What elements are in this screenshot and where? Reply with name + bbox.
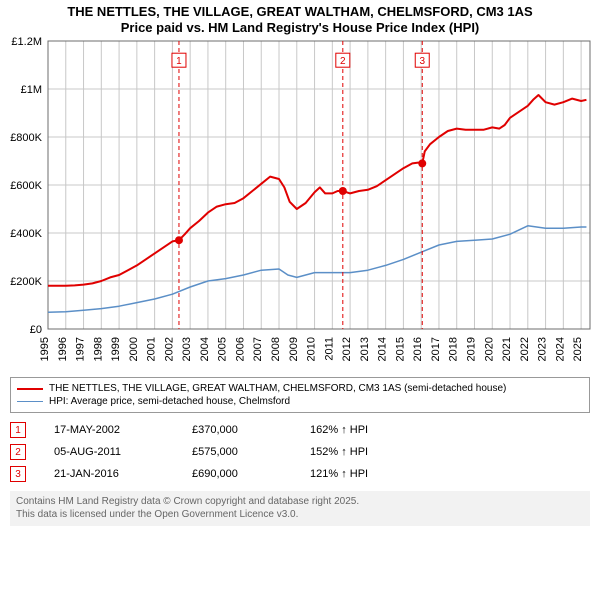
svg-text:2024: 2024 <box>554 337 566 361</box>
svg-text:2010: 2010 <box>306 337 318 361</box>
sale-pct: 162% ↑ HPI <box>310 424 368 436</box>
svg-text:2012: 2012 <box>341 337 353 361</box>
svg-text:£800K: £800K <box>10 132 42 144</box>
svg-text:1999: 1999 <box>110 337 122 361</box>
svg-text:2018: 2018 <box>448 337 460 361</box>
legend-swatch <box>17 388 43 390</box>
legend-row: HPI: Average price, semi-detached house,… <box>17 395 583 408</box>
sale-price: £575,000 <box>192 446 282 458</box>
svg-text:2021: 2021 <box>501 337 513 361</box>
sale-pct: 152% ↑ HPI <box>310 446 368 458</box>
sale-price: £690,000 <box>192 468 282 480</box>
legend-label: THE NETTLES, THE VILLAGE, GREAT WALTHAM,… <box>49 383 506 394</box>
svg-text:2023: 2023 <box>537 337 549 361</box>
svg-text:2014: 2014 <box>377 337 389 361</box>
svg-text:£1.2M: £1.2M <box>11 36 42 48</box>
title-line-2: Price paid vs. HM Land Registry's House … <box>0 20 600 36</box>
svg-text:1995: 1995 <box>39 337 51 361</box>
sales-table: 1 17-MAY-2002 £370,000 162% ↑ HPI 2 05-AUG-20… <box>10 419 590 485</box>
svg-text:£0: £0 <box>30 324 42 336</box>
chart-title: THE NETTLES, THE VILLAGE, GREAT WALTHAM,… <box>0 0 600 35</box>
legend-swatch <box>17 401 43 402</box>
price-chart: £0 £200K £400K £600K £800K £1M £1.2M 1995 1996 19… <box>0 35 600 373</box>
svg-text:2008: 2008 <box>270 337 282 361</box>
svg-text:1: 1 <box>176 56 182 67</box>
sale-pct: 121% ↑ HPI <box>310 468 368 480</box>
sales-row: 3 21-JAN-2016 £690,000 121% ↑ HPI <box>10 463 590 485</box>
svg-text:2011: 2011 <box>323 337 335 361</box>
legend: THE NETTLES, THE VILLAGE, GREAT WALTHAM,… <box>10 377 590 413</box>
svg-text:2002: 2002 <box>163 337 175 361</box>
svg-text:2022: 2022 <box>519 337 531 361</box>
svg-text:2007: 2007 <box>252 337 264 361</box>
sale-date: 17-MAY-2002 <box>54 424 164 436</box>
footer-note: Contains HM Land Registry data © Crown c… <box>10 491 590 526</box>
svg-text:2013: 2013 <box>359 337 371 361</box>
footer-line-1: Contains HM Land Registry data © Crown c… <box>16 496 584 509</box>
svg-text:2017: 2017 <box>430 337 442 361</box>
svg-text:2016: 2016 <box>412 337 424 361</box>
svg-text:2015: 2015 <box>394 337 406 361</box>
footer-line-2: This data is licensed under the Open Gov… <box>16 509 584 522</box>
page: THE NETTLES, THE VILLAGE, GREAT WALTHAM,… <box>0 0 600 590</box>
sale-date: 21-JAN-2016 <box>54 468 164 480</box>
legend-label: HPI: Average price, semi-detached house,… <box>49 396 290 407</box>
sale-badge: 3 <box>10 466 26 482</box>
svg-text:2: 2 <box>340 56 346 67</box>
svg-text:2006: 2006 <box>234 337 246 361</box>
sale-badge: 1 <box>10 422 26 438</box>
svg-text:£600K: £600K <box>10 180 42 192</box>
sale-date: 05-AUG-2011 <box>54 446 164 458</box>
svg-text:2020: 2020 <box>483 337 495 361</box>
svg-text:2000: 2000 <box>128 337 140 361</box>
svg-text:3: 3 <box>419 56 425 67</box>
sales-row: 1 17-MAY-2002 £370,000 162% ↑ HPI <box>10 419 590 441</box>
svg-text:£200K: £200K <box>10 276 42 288</box>
svg-text:£400K: £400K <box>10 228 42 240</box>
sales-row: 2 05-AUG-2011 £575,000 152% ↑ HPI <box>10 441 590 463</box>
legend-row: THE NETTLES, THE VILLAGE, GREAT WALTHAM,… <box>17 382 583 395</box>
svg-text:1996: 1996 <box>57 337 69 361</box>
svg-text:£1M: £1M <box>21 84 42 96</box>
sale-price: £370,000 <box>192 424 282 436</box>
svg-text:1998: 1998 <box>92 337 104 361</box>
title-line-1: THE NETTLES, THE VILLAGE, GREAT WALTHAM,… <box>0 4 600 20</box>
svg-text:2001: 2001 <box>146 337 158 361</box>
svg-text:2019: 2019 <box>465 337 477 361</box>
svg-text:2005: 2005 <box>217 337 229 361</box>
svg-text:2004: 2004 <box>199 337 211 361</box>
sale-badge: 2 <box>10 444 26 460</box>
svg-text:2009: 2009 <box>288 337 300 361</box>
svg-text:1997: 1997 <box>75 337 87 361</box>
svg-text:2003: 2003 <box>181 337 193 361</box>
svg-text:2025: 2025 <box>572 337 584 361</box>
